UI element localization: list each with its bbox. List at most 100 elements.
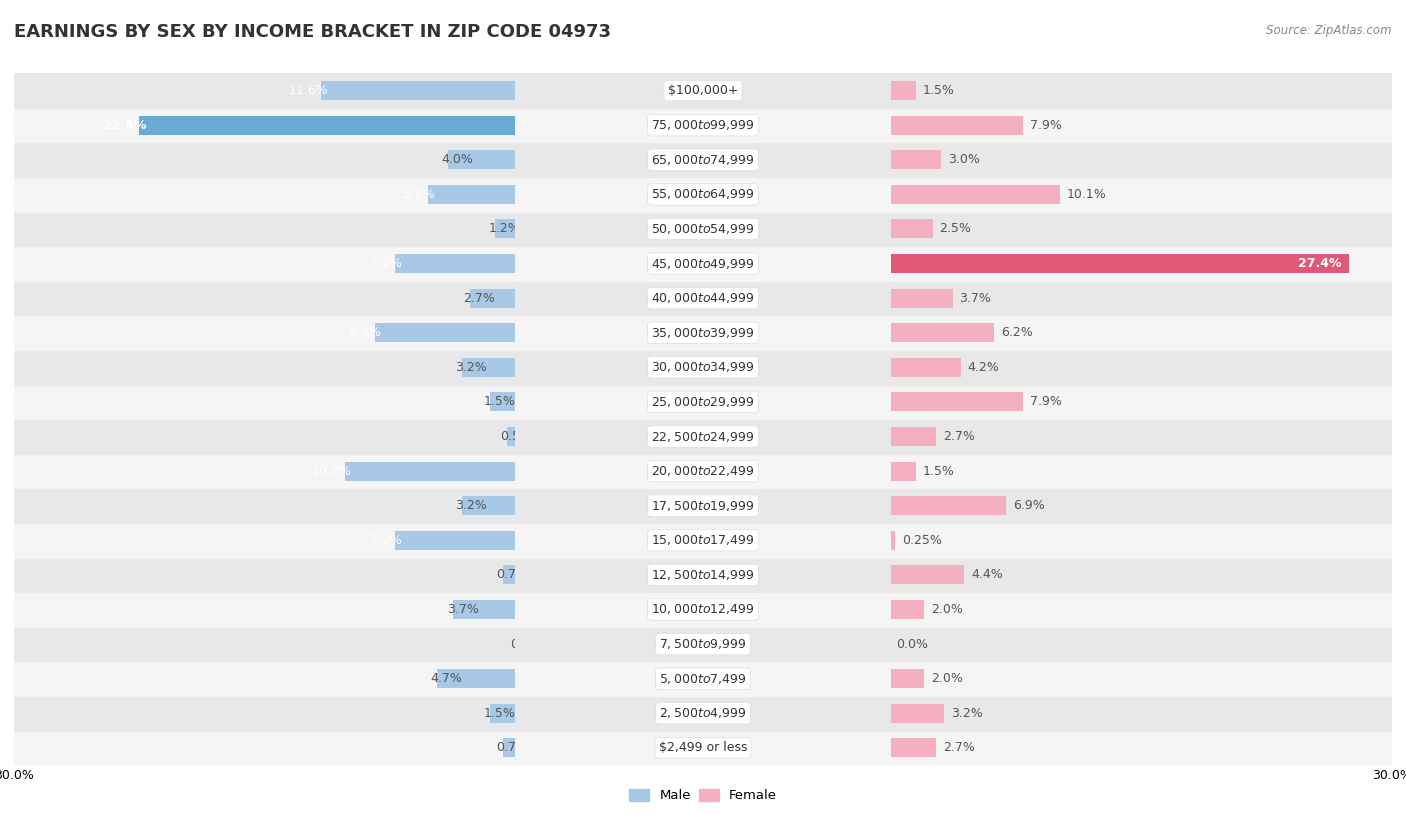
Bar: [891, 289, 953, 308]
Legend: Male, Female: Male, Female: [624, 783, 782, 807]
Bar: [891, 116, 1022, 134]
Bar: [14, 488, 515, 523]
Text: $45,000 to $49,999: $45,000 to $49,999: [651, 256, 755, 270]
Bar: [14, 453, 515, 488]
Text: Source: ZipAtlas.com: Source: ZipAtlas.com: [1267, 24, 1392, 37]
Text: 27.4%: 27.4%: [1298, 257, 1341, 270]
Text: $30,000 to $34,999: $30,000 to $34,999: [651, 361, 755, 374]
Text: 4.4%: 4.4%: [972, 568, 1002, 581]
Bar: [14, 731, 515, 765]
Text: $50,000 to $54,999: $50,000 to $54,999: [651, 222, 755, 236]
Bar: [491, 392, 515, 411]
Bar: [891, 738, 936, 757]
Bar: [14, 73, 515, 107]
Bar: [453, 600, 515, 619]
Text: 3.2%: 3.2%: [456, 499, 486, 512]
Bar: [14, 350, 515, 385]
Bar: [891, 254, 1348, 273]
Bar: [515, 627, 891, 661]
Bar: [506, 427, 515, 446]
Text: 4.2%: 4.2%: [967, 361, 1000, 374]
Bar: [515, 315, 891, 350]
Text: 3.2%: 3.2%: [456, 361, 486, 374]
Text: 0.0%: 0.0%: [510, 637, 543, 650]
Bar: [515, 453, 891, 488]
Bar: [515, 731, 891, 765]
Bar: [515, 661, 891, 696]
Bar: [491, 704, 515, 723]
Bar: [14, 212, 515, 246]
Bar: [891, 593, 1392, 627]
Text: 2.0%: 2.0%: [931, 603, 963, 616]
Text: $55,000 to $64,999: $55,000 to $64,999: [651, 187, 755, 201]
Bar: [470, 289, 515, 308]
Bar: [449, 151, 515, 169]
Bar: [891, 350, 1392, 385]
Text: 7.2%: 7.2%: [370, 257, 402, 270]
Bar: [891, 246, 1392, 281]
Bar: [891, 566, 965, 584]
Bar: [891, 392, 1022, 411]
Bar: [891, 177, 1392, 212]
Bar: [515, 488, 891, 523]
Bar: [891, 358, 962, 377]
Bar: [515, 107, 891, 142]
Bar: [429, 185, 515, 204]
Text: 7.2%: 7.2%: [370, 534, 402, 547]
Text: $2,499 or less: $2,499 or less: [659, 742, 747, 755]
Bar: [515, 385, 891, 419]
Bar: [515, 177, 891, 212]
Text: $40,000 to $44,999: $40,000 to $44,999: [651, 291, 755, 305]
Bar: [515, 593, 891, 627]
Text: 0.0%: 0.0%: [896, 637, 928, 650]
Bar: [891, 142, 1392, 177]
Bar: [891, 558, 1392, 593]
Bar: [14, 696, 515, 731]
Bar: [891, 704, 945, 723]
Text: 1.5%: 1.5%: [484, 396, 515, 409]
Bar: [14, 627, 515, 661]
Bar: [515, 281, 891, 315]
Bar: [891, 323, 994, 342]
Text: 3.7%: 3.7%: [959, 291, 991, 304]
Bar: [891, 488, 1392, 523]
Text: 2.7%: 2.7%: [464, 291, 495, 304]
Bar: [891, 385, 1392, 419]
Text: 10.2%: 10.2%: [312, 465, 352, 478]
Bar: [14, 661, 515, 696]
Bar: [515, 246, 891, 281]
Bar: [14, 523, 515, 558]
Bar: [503, 738, 515, 757]
Bar: [461, 358, 515, 377]
Bar: [891, 315, 1392, 350]
Bar: [891, 696, 1392, 731]
Text: 2.7%: 2.7%: [942, 742, 974, 755]
Bar: [515, 558, 891, 593]
Text: $100,000+: $100,000+: [668, 84, 738, 97]
Bar: [891, 107, 1392, 142]
Text: 7.9%: 7.9%: [1029, 396, 1062, 409]
Bar: [395, 254, 515, 273]
Text: $2,500 to $4,999: $2,500 to $4,999: [659, 707, 747, 720]
Bar: [891, 497, 1007, 515]
Bar: [515, 419, 891, 453]
Text: 1.2%: 1.2%: [488, 222, 520, 235]
Text: 7.9%: 7.9%: [1029, 119, 1062, 132]
Text: $22,500 to $24,999: $22,500 to $24,999: [651, 430, 755, 444]
Bar: [891, 212, 1392, 246]
Bar: [139, 116, 515, 134]
Bar: [891, 523, 1392, 558]
Text: 6.9%: 6.9%: [1012, 499, 1045, 512]
Bar: [375, 323, 515, 342]
Text: 2.0%: 2.0%: [931, 672, 963, 685]
Bar: [515, 523, 891, 558]
Bar: [437, 669, 515, 688]
Text: 5.2%: 5.2%: [404, 188, 434, 201]
Bar: [891, 419, 1392, 453]
Text: 0.25%: 0.25%: [901, 534, 942, 547]
Bar: [14, 142, 515, 177]
Text: $12,500 to $14,999: $12,500 to $14,999: [651, 568, 755, 582]
Bar: [515, 73, 891, 107]
Bar: [14, 558, 515, 593]
Text: 0.74%: 0.74%: [496, 742, 536, 755]
